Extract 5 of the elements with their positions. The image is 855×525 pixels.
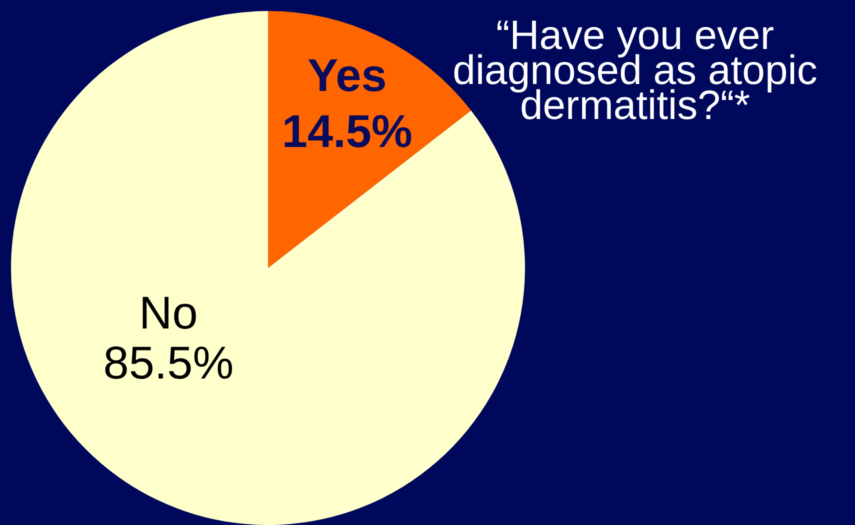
data-label: 14.5% [282,105,412,158]
slice-label: No [139,286,198,339]
data-label: 85.5% [103,336,234,389]
text: “Have you ever diagnosed as atopic dermatitis?“* [452,12,818,128]
slice-label: Yes [307,49,387,102]
